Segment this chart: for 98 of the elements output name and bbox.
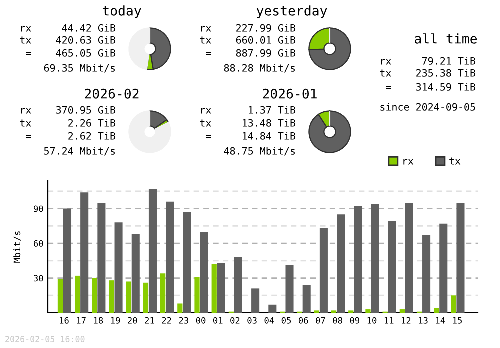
- text: = 465.05 GiB: [26, 49, 116, 57]
- bar: [302, 285, 311, 313]
- y-tick-label: 60: [34, 240, 44, 247]
- text: tx 13.48 TiB: [200, 119, 296, 127]
- bar: [337, 214, 346, 313]
- donut-slice: [308, 110, 352, 154]
- text: = 2.62 TiB: [26, 132, 116, 140]
- bar: [63, 208, 72, 313]
- text: tx 235.38 TiB: [380, 69, 476, 77]
- x-tick-label: 02: [230, 317, 240, 324]
- x-tick-label: 12: [402, 317, 411, 324]
- x-tick-label: 18: [94, 317, 104, 324]
- bar: [400, 310, 405, 313]
- x-tick-label: 13: [419, 317, 428, 324]
- bar: [80, 192, 89, 313]
- x-tick-label: 00: [196, 317, 206, 324]
- bar: [109, 280, 114, 313]
- text: 69.35 Mbit/s: [44, 64, 116, 73]
- bar: [366, 310, 371, 313]
- bar: [160, 274, 166, 313]
- x-tick-label: 16: [60, 317, 69, 324]
- bar: [440, 224, 448, 313]
- x-tick-label: 09: [350, 317, 360, 324]
- text: = 14.84 TiB: [206, 132, 296, 140]
- bar: [320, 228, 328, 313]
- bar: [58, 279, 64, 313]
- bar: [234, 257, 242, 313]
- donut-slice: [128, 28, 151, 70]
- x-tick-label: 08: [333, 317, 342, 324]
- donut-slice: [128, 110, 172, 154]
- text: = 314.59 TiB: [386, 83, 476, 91]
- text: 48.75 Mbit/s: [224, 147, 296, 156]
- y-tick-label: 90: [34, 206, 44, 212]
- bar: [143, 282, 149, 313]
- bar: [371, 204, 380, 313]
- bar: [183, 212, 192, 313]
- x-tick-label: 22: [162, 317, 172, 324]
- bar: [200, 232, 208, 313]
- donut-slice: [308, 28, 352, 70]
- bar: [98, 203, 106, 313]
- x-tick-label: 10: [368, 317, 377, 324]
- text: tx 420.63 GiB: [20, 36, 116, 44]
- text: all time: [415, 34, 477, 44]
- x-tick-label: 21: [145, 317, 154, 324]
- bar: [132, 234, 140, 313]
- text: rx 44.42 GiB: [21, 24, 116, 32]
- chart-title: yesterday: [256, 6, 328, 18]
- x-tick-label: 17: [77, 317, 86, 324]
- x-tick-label: 11: [384, 317, 394, 324]
- x-tick-label: 06: [298, 317, 308, 324]
- bar: [252, 288, 260, 313]
- bar: [286, 266, 294, 313]
- legend-label: rx: [404, 159, 414, 165]
- x-tick-label: 20: [128, 317, 138, 324]
- legend-label: tx: [450, 158, 461, 165]
- bar: [166, 202, 174, 313]
- bar: [148, 189, 157, 313]
- bar: [354, 206, 362, 313]
- x-tick-label: 07: [316, 317, 326, 324]
- y-axis-title: Mbit/s: [14, 232, 22, 263]
- bar: [434, 308, 440, 313]
- bar: [178, 304, 183, 313]
- bar: [114, 222, 123, 313]
- x-tick-label: 23: [179, 317, 188, 324]
- x-tick-label: 05: [282, 317, 292, 324]
- bar: [75, 276, 80, 313]
- text: 57.24 Mbit/s: [44, 147, 116, 156]
- text: since 2024-09-05: [380, 103, 476, 111]
- donut-slice: [149, 28, 172, 70]
- x-tick-label: 14: [436, 317, 446, 324]
- bar: [212, 264, 217, 313]
- text: rx 79.21 TiB: [381, 57, 476, 65]
- chart-title: 2026-02: [85, 88, 139, 99]
- bar: [405, 203, 414, 313]
- bar: [388, 222, 396, 313]
- text: tx 2.26 TiB: [20, 119, 116, 127]
- text: rx 227.99 GiB: [201, 24, 296, 32]
- bar: [217, 263, 226, 313]
- bar: [422, 235, 431, 313]
- x-tick-label: 15: [453, 317, 462, 324]
- bar: [451, 296, 456, 313]
- bar: [126, 282, 132, 313]
- bar: [92, 278, 98, 313]
- x-tick-label: 01: [213, 317, 223, 324]
- text: rx 1.37 TiB: [201, 106, 296, 114]
- text: rx 370.95 GiB: [21, 106, 116, 114]
- chart-title: 2026-01: [263, 88, 317, 99]
- chart-title: today: [102, 6, 142, 18]
- text: 88.28 Mbit/s: [224, 64, 296, 73]
- bar: [194, 277, 200, 313]
- x-tick-label: 04: [264, 317, 274, 324]
- text: tx 660.01 GiB: [200, 36, 296, 44]
- bar: [268, 304, 277, 313]
- text: = 887.99 GiB: [206, 49, 296, 57]
- y-tick-label: 30: [34, 275, 44, 282]
- x-tick-label: 03: [248, 317, 257, 324]
- x-tick-label: 19: [111, 317, 120, 324]
- bar: [456, 203, 465, 313]
